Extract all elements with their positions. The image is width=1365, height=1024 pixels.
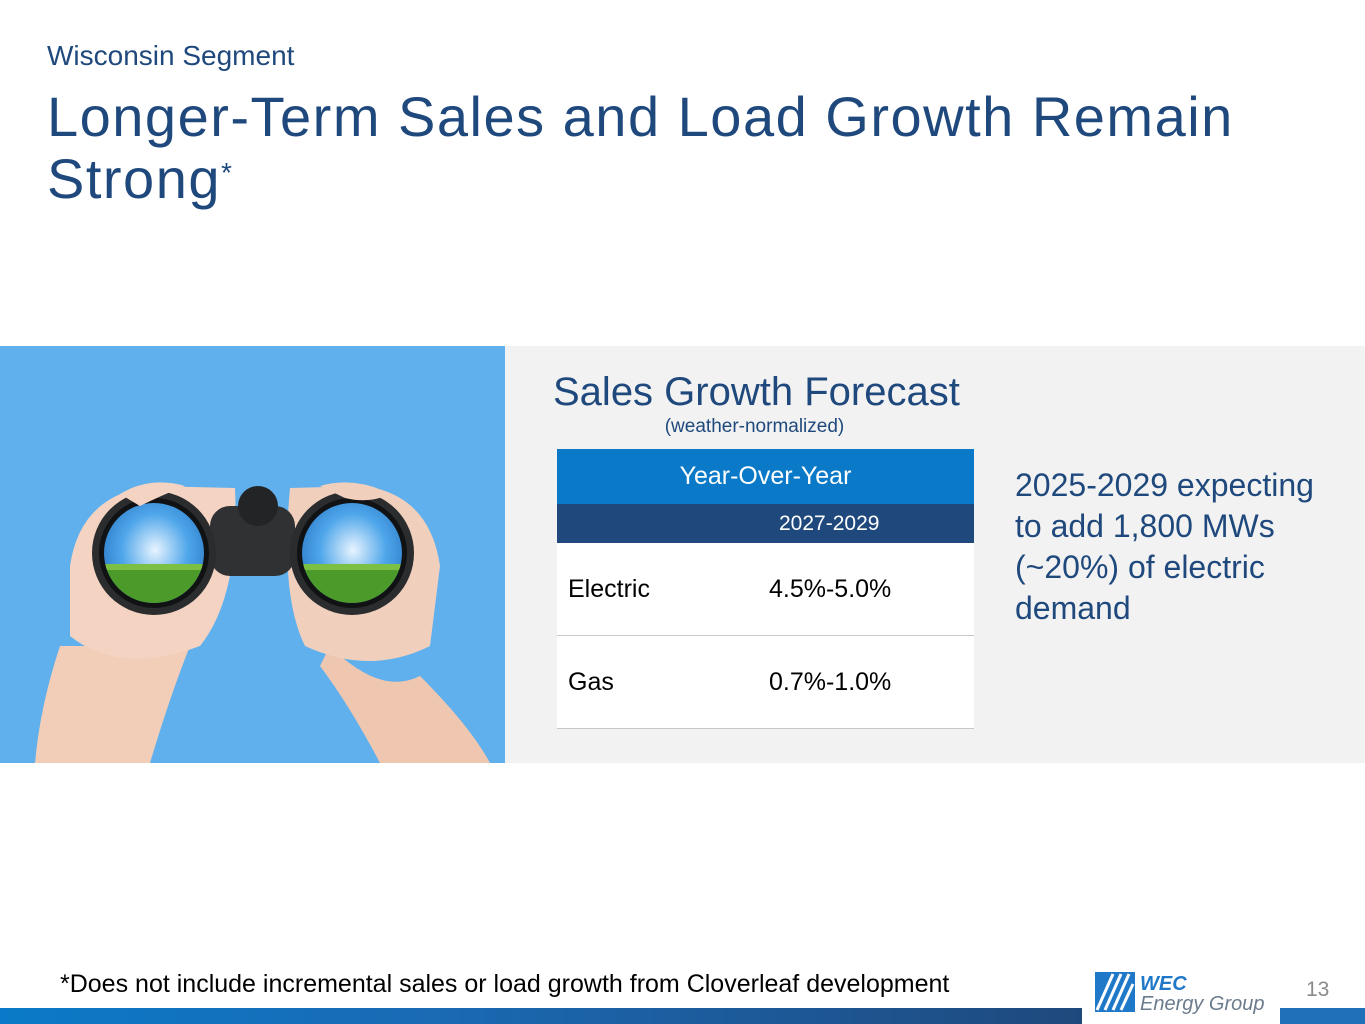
table-header-top: Year-Over-Year [557, 449, 974, 504]
period-label: 2027-2029 [779, 512, 880, 535]
page-title: Longer-Term Sales and Load Growth Remain… [47, 86, 1327, 210]
row-label: Electric [568, 575, 650, 603]
page-number: 13 [1306, 978, 1330, 1001]
bottom-bar [0, 1008, 1082, 1024]
table-row: Gas 0.7%-1.0% [557, 636, 974, 729]
company-logo: WEC Energy Group [1095, 970, 1265, 1015]
row-label: Gas [568, 668, 614, 696]
row-value: 0.7%-1.0% [769, 668, 892, 696]
row-value: 4.5%-5.0% [769, 575, 892, 603]
bottom-bar-right [1280, 1008, 1365, 1024]
footnote: *Does not include incremental sales or l… [60, 970, 950, 998]
forecast-subtitle: (weather-normalized) [664, 416, 845, 437]
logo-text-energy: Energy Group [1140, 993, 1265, 1014]
section-label: Wisconsin Segment [47, 40, 295, 71]
binoculars-image [0, 346, 505, 763]
forecast-table: Year-Over-Year 2027-2029 Electric 4.5%-5… [557, 449, 974, 729]
callout-text: 2025-2029 expecting to add 1,800 MWs (~2… [1015, 467, 1314, 626]
forecast-title: Sales Growth Forecast [553, 370, 960, 414]
table-header-period: 2027-2029 [557, 504, 974, 543]
table-row: Electric 4.5%-5.0% [557, 543, 974, 636]
logo-text-wec: WEC [1140, 973, 1187, 995]
binoculars-photo [0, 346, 505, 763]
title-footnote-marker: * [221, 157, 234, 188]
wec-logo-icon: WEC Energy Group [1095, 972, 1265, 1015]
page-title-text: Longer-Term Sales and Load Growth Remain… [47, 85, 1234, 210]
